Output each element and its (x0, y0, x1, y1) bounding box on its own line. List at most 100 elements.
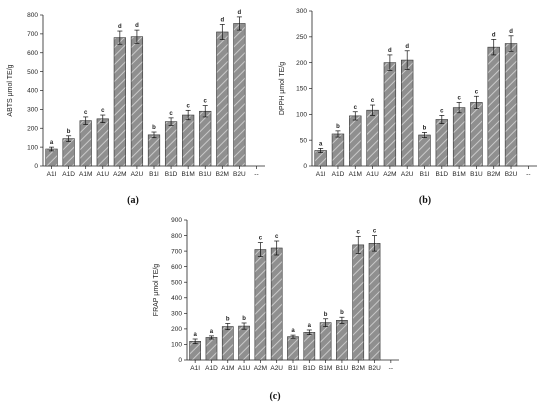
x-tick-label: A2U (131, 171, 144, 178)
panel-label: (a) (127, 195, 139, 206)
significance-label: b (324, 312, 328, 318)
y-tick-label: 150 (296, 86, 307, 93)
x-tick-label: A1D (332, 171, 345, 178)
x-tick-label: A2M (113, 171, 126, 178)
bar-a2m (113, 37, 126, 167)
x-tick-label: B1D (435, 171, 448, 178)
abts-chart: 0 100 200 300 400 500 600 700 800 ABTS μmol TE/g a… (7, 10, 265, 206)
y-tick-label: 300 (296, 8, 307, 15)
y-tick-label: 0 (34, 163, 38, 170)
y-tick-label: 900 (171, 217, 182, 224)
significance-label: c (475, 89, 479, 95)
bar-b2m (216, 31, 229, 167)
bar-a1u (96, 118, 109, 167)
y-tick-label: 300 (171, 311, 182, 318)
bar-a1i (45, 148, 58, 167)
y-tick-label: 100 (27, 144, 38, 151)
bar-b2u (368, 243, 381, 361)
significance-label: c (186, 103, 190, 109)
significance-label: b (336, 124, 340, 130)
y-tick-label: 200 (171, 326, 182, 333)
x-tick-label: A1D (62, 171, 75, 178)
significance-label: c (357, 229, 361, 235)
x-tick-label: B1I (149, 171, 159, 178)
x-tick-label: B2U (505, 171, 518, 178)
y-tick-label: 400 (27, 88, 38, 95)
x-tick-label: B1D (303, 365, 316, 372)
x-tick-label: A1I (47, 171, 57, 178)
significance-label: d (238, 10, 242, 16)
bar-b1u (199, 110, 212, 167)
bar-b1i (418, 134, 431, 167)
significance-label: d (220, 17, 224, 23)
significance-label: b (67, 129, 71, 135)
y-tick-label: 50 (300, 137, 308, 144)
bar-a1i (189, 341, 201, 361)
bar-b1m (182, 114, 195, 167)
significance-label: b (423, 125, 427, 131)
significance-label: b (242, 316, 246, 322)
x-tick-label: A2U (270, 365, 283, 372)
x-tick-label: B1M (181, 171, 194, 178)
significance-label: c (169, 111, 173, 117)
significance-label: d (405, 44, 409, 50)
bar-b1d (303, 332, 316, 361)
bar-b1d (435, 119, 448, 167)
dpph-chart: 0 50 100 150 200 250 300 DPPH μmol TE/g a A1I b A1D… (279, 8, 537, 206)
x-tick-label: A2M (254, 365, 267, 372)
y-tick-label: 0 (303, 163, 307, 170)
y-tick-label: 500 (27, 69, 38, 76)
x-tick-label: B1U (470, 171, 483, 178)
panel-label: (c) (269, 391, 280, 402)
x-tick-label: B1D (165, 171, 178, 178)
y-tick-label: 600 (171, 264, 182, 271)
significance-label: d (135, 23, 139, 29)
bar-b1u (336, 320, 348, 361)
y-tick-label: 800 (171, 233, 182, 240)
y-tick-label: 400 (171, 295, 182, 302)
y-tick-label: 100 (171, 342, 182, 349)
bar-b1u (470, 102, 483, 167)
y-tick-label: 600 (27, 50, 38, 57)
x-tick-label: A1U (238, 365, 251, 372)
x-tick-label: B1I (288, 365, 298, 372)
significance-label: a (308, 323, 312, 329)
bar-b1d (164, 121, 178, 167)
significance-label: c (259, 236, 263, 242)
y-axis-label: DPPH μmol TE/g (279, 62, 286, 115)
x-tick-label: A2M (383, 171, 396, 178)
significance-label: c (204, 99, 208, 105)
x-tick-label: -- (389, 365, 393, 372)
significance-label: c (354, 105, 358, 111)
x-tick-label: A1U (96, 171, 109, 178)
bar-b1i (287, 336, 299, 361)
x-tick-label: -- (254, 171, 258, 178)
bar-a2u (401, 59, 414, 167)
y-tick-label: 700 (171, 248, 182, 255)
bar-b1m (319, 322, 332, 361)
bar-a1m (349, 115, 362, 167)
significance-label: d (118, 24, 122, 30)
significance-label: a (319, 141, 323, 147)
bar-b1i (147, 134, 161, 167)
x-tick-label: A1I (316, 171, 326, 178)
bar-b2m (352, 244, 365, 361)
x-tick-label: B1M (319, 365, 332, 372)
y-tick-label: 500 (171, 279, 182, 286)
significance-label: c (371, 98, 375, 104)
bar-b2u (233, 23, 246, 167)
bar-a1m (221, 326, 234, 361)
x-tick-label: B2M (216, 171, 229, 178)
y-tick-label: 300 (27, 107, 38, 114)
significance-label: c (275, 234, 279, 240)
x-tick-label: B1I (420, 171, 430, 178)
significance-label: b (226, 316, 230, 322)
y-tick-label: 0 (178, 357, 182, 364)
bar-a2u (270, 247, 283, 361)
significance-label: c (84, 110, 88, 116)
x-tick-label: B1U (199, 171, 212, 178)
significance-label: c (440, 108, 444, 114)
bar-a1u (366, 109, 379, 167)
x-tick-label: -- (526, 171, 530, 178)
x-tick-label: B1U (336, 365, 349, 372)
